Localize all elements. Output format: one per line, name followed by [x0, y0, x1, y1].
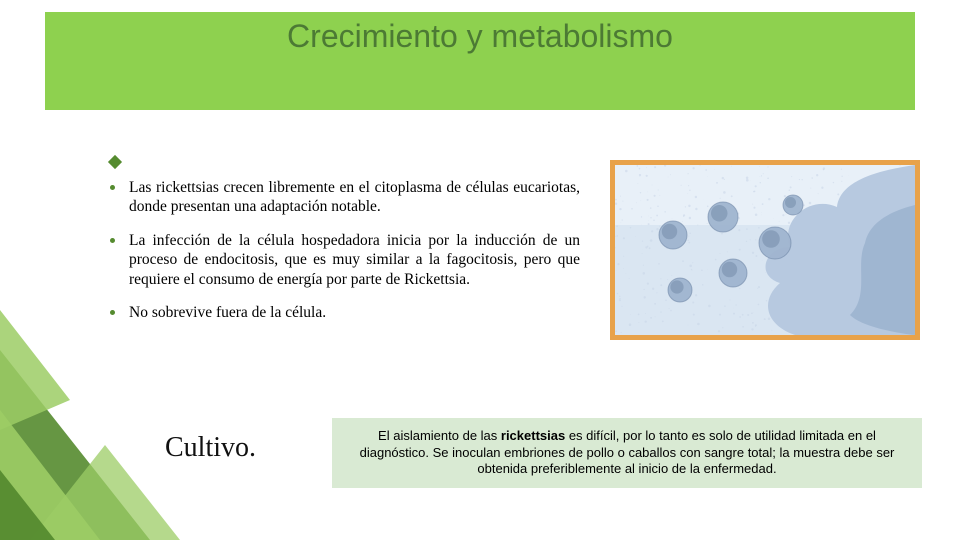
list-item: No sobrevive fuera de la célula.	[110, 303, 580, 322]
micrograph-image	[615, 165, 915, 335]
bullet-text: No sobrevive fuera de la célula.	[129, 303, 326, 322]
info-box: El aislamiento de las rickettsias es dif…	[332, 418, 922, 488]
cultivo-heading: Cultivo.	[165, 432, 256, 464]
list-item: Las rickettsias crecen libremente en el …	[110, 178, 580, 217]
diamond-bullet-icon	[108, 155, 122, 169]
bullet-dot-icon	[110, 310, 115, 315]
bullet-dot-icon	[110, 238, 115, 243]
bullet-text: Las rickettsias crecen libremente en el …	[129, 178, 580, 217]
title-band: Crecimiento y metabolismo	[45, 12, 915, 110]
bullet-text: La infección de la célula hospedadora in…	[129, 231, 580, 289]
micrograph-frame	[610, 160, 920, 340]
micrograph-svg	[615, 165, 915, 335]
list-item: La infección de la célula hospedadora in…	[110, 231, 580, 289]
info-box-text: El aislamiento de las rickettsias es dif…	[346, 428, 908, 479]
slide-title: Crecimiento y metabolismo	[287, 18, 673, 55]
bullet-list: Las rickettsias crecen libremente en el …	[110, 178, 580, 336]
bullet-dot-icon	[110, 185, 115, 190]
